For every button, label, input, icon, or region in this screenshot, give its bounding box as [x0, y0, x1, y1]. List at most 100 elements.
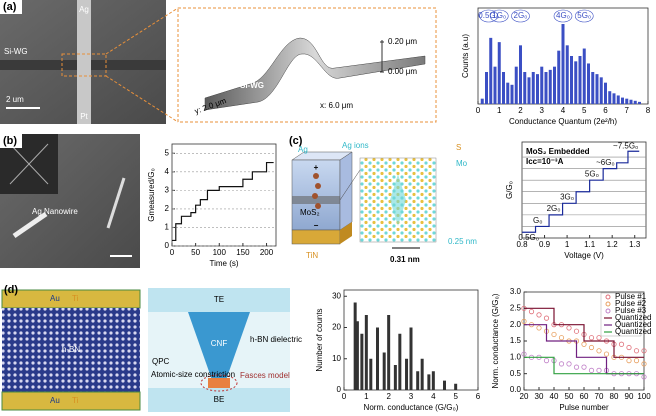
image-label: TiN [306, 251, 318, 260]
image-label: Ti [72, 396, 79, 405]
annotation: 5G₀ [577, 11, 591, 20]
bar [604, 82, 607, 104]
x-tick-label: 50 [565, 392, 574, 401]
x-tick-label: 30 [535, 392, 544, 401]
y-tick-label: 3.0 [510, 287, 522, 296]
y-tick-label: 0.0 [510, 385, 522, 394]
x-tick-label: 0 [476, 106, 481, 115]
annotation-circle [553, 9, 573, 23]
point [528, 308, 535, 315]
bar [531, 72, 535, 104]
point [603, 351, 610, 357]
bar [427, 374, 431, 390]
quantized-line [524, 356, 644, 375]
y-tick-label: 5 [165, 148, 170, 157]
annotation: 0.5G₀ [478, 11, 499, 20]
point [543, 357, 550, 364]
bar [557, 50, 561, 104]
zoom-line [105, 75, 179, 123]
bar [574, 61, 578, 104]
legend-label: Quantized [615, 327, 651, 336]
y-axis-label: Counts (a.u) [461, 34, 470, 78]
bar [616, 95, 620, 104]
bar [409, 327, 413, 390]
x-tick-label: 6 [603, 106, 608, 115]
plot-frame [521, 141, 647, 239]
y-tick-label: 2 [165, 204, 170, 213]
point [521, 351, 527, 357]
bar [497, 42, 501, 104]
bar [561, 24, 565, 104]
bar [553, 66, 556, 104]
y-axis-label: Gmeasured/G₀ [147, 168, 156, 222]
scale-label: 2 um [6, 95, 24, 104]
schematic-d2: TE CNF h-BN dielectric QPC Atomic-size c… [148, 288, 302, 412]
legend-label: Pulse #2 [615, 299, 647, 308]
x-tick-label: 2 [386, 392, 391, 401]
x-axis-label: Norm. conductance (G/G₀) [364, 403, 459, 412]
bar [506, 82, 510, 104]
x-tick-label: 7 [625, 106, 630, 115]
y-tick-label: 10 [332, 354, 341, 363]
point [596, 367, 602, 373]
y-tick-label: 1 [165, 223, 170, 232]
bar [591, 72, 595, 104]
x-tick-label: 0 [342, 392, 347, 401]
x-tick-label: 6 [476, 392, 481, 401]
quantized-line [524, 324, 644, 375]
x-tick-label: 1.1 [584, 240, 596, 249]
image-label: Pt [80, 112, 88, 121]
bar [420, 358, 424, 390]
x-tick-label: 0.8 [516, 240, 528, 249]
bar [565, 45, 569, 104]
legend-label: Quantized [615, 313, 651, 322]
panel-label: (d) [4, 284, 18, 296]
x-axis-label: Conductance Quantum (2e²/h) [509, 117, 617, 126]
bar [360, 333, 364, 390]
bar [621, 97, 624, 104]
bar [387, 315, 391, 390]
x-tick-label: 4 [561, 106, 566, 115]
bar [519, 45, 522, 104]
bar [599, 77, 603, 104]
bar [633, 100, 637, 104]
image-label: 0.25 nm [448, 237, 477, 246]
x-tick-label: 100 [637, 392, 651, 401]
x-tick-label: 5 [453, 392, 458, 401]
polarity: − [314, 221, 319, 230]
point [573, 328, 580, 334]
annotation-circle [511, 9, 530, 23]
bar [587, 63, 590, 104]
bar [544, 72, 548, 104]
bar [431, 371, 435, 390]
note: Icc=10⁻³A [526, 157, 564, 166]
annotation: 5G₀ [585, 169, 599, 178]
bar [536, 74, 539, 104]
y-tick-label: 2.0 [510, 320, 522, 329]
point [588, 367, 595, 373]
y-tick-label: 0 [165, 241, 170, 250]
panel-label: (b) [3, 135, 17, 147]
image-label: Au [50, 396, 60, 405]
point [596, 335, 602, 341]
bar [502, 72, 505, 104]
x-tick-label: 60 [580, 392, 589, 401]
point [573, 364, 580, 370]
image-label: h-BN [62, 345, 80, 354]
x-tick-label: 20 [520, 392, 529, 401]
bar [578, 56, 582, 104]
point [536, 312, 542, 318]
x-tick-label: 40 [550, 392, 559, 401]
legend-label: Quantized [615, 320, 651, 329]
bar [443, 380, 446, 390]
panel-label: (a) [3, 1, 17, 13]
point [566, 325, 572, 331]
quantized-line [524, 307, 644, 358]
image-label: Mo [456, 159, 468, 168]
annotation-circle [574, 9, 594, 23]
image-label: MoS₂ [300, 208, 320, 217]
bar [353, 302, 357, 390]
x-tick-label: 1.2 [607, 240, 619, 249]
x-tick-label: 3 [409, 392, 414, 401]
image-label: 0.31 nm [390, 255, 420, 264]
